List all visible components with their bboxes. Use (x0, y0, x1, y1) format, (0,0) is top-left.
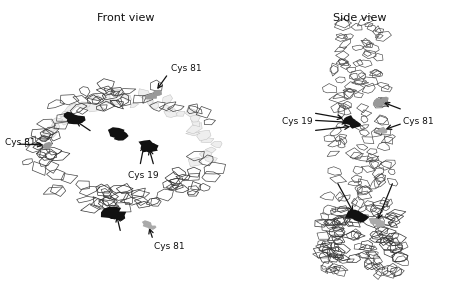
Polygon shape (342, 115, 356, 125)
Polygon shape (109, 211, 126, 221)
Polygon shape (112, 89, 125, 97)
Polygon shape (368, 217, 382, 225)
Polygon shape (138, 89, 151, 100)
Polygon shape (186, 132, 200, 136)
Polygon shape (197, 130, 211, 141)
Polygon shape (191, 118, 200, 127)
Polygon shape (146, 95, 154, 107)
Polygon shape (76, 102, 91, 108)
Polygon shape (142, 220, 152, 228)
Text: Cys 19: Cys 19 (282, 117, 313, 126)
Polygon shape (162, 95, 173, 103)
Text: Cys 19: Cys 19 (128, 171, 159, 180)
Polygon shape (380, 97, 389, 102)
Polygon shape (148, 225, 156, 230)
Polygon shape (45, 125, 57, 133)
Polygon shape (69, 103, 79, 108)
Polygon shape (145, 143, 158, 153)
Polygon shape (85, 103, 104, 112)
Polygon shape (89, 94, 101, 100)
Polygon shape (138, 140, 159, 152)
Text: Front view: Front view (97, 13, 155, 23)
Polygon shape (349, 121, 361, 129)
Polygon shape (352, 212, 369, 222)
Polygon shape (185, 108, 197, 116)
Polygon shape (205, 147, 216, 153)
Polygon shape (43, 142, 52, 149)
Polygon shape (191, 113, 201, 122)
Polygon shape (174, 111, 185, 116)
Text: Cys 81: Cys 81 (5, 138, 36, 147)
Polygon shape (114, 131, 128, 141)
Polygon shape (153, 90, 162, 96)
Polygon shape (150, 102, 159, 109)
Polygon shape (375, 127, 387, 134)
Polygon shape (164, 109, 177, 117)
Polygon shape (122, 93, 132, 101)
Polygon shape (204, 156, 218, 163)
Polygon shape (42, 131, 56, 138)
Polygon shape (99, 95, 110, 103)
Text: Cys 81: Cys 81 (171, 64, 201, 73)
Polygon shape (51, 118, 63, 125)
Polygon shape (130, 102, 139, 108)
Polygon shape (345, 209, 363, 220)
Polygon shape (108, 100, 120, 105)
Polygon shape (201, 138, 214, 143)
Polygon shape (375, 220, 385, 228)
Polygon shape (145, 94, 157, 100)
Text: Side view: Side view (334, 13, 387, 23)
Polygon shape (200, 151, 212, 158)
Polygon shape (108, 127, 125, 138)
Polygon shape (64, 112, 77, 120)
Polygon shape (60, 111, 73, 119)
Polygon shape (67, 114, 85, 124)
Polygon shape (101, 206, 121, 219)
Polygon shape (163, 105, 173, 112)
Polygon shape (186, 123, 202, 134)
Text: Cys 81: Cys 81 (403, 117, 434, 126)
Polygon shape (211, 141, 222, 148)
Polygon shape (64, 103, 76, 113)
Polygon shape (373, 98, 386, 107)
Polygon shape (188, 157, 202, 167)
Polygon shape (58, 115, 70, 125)
Polygon shape (52, 122, 60, 129)
Text: Cys 81: Cys 81 (154, 242, 185, 251)
